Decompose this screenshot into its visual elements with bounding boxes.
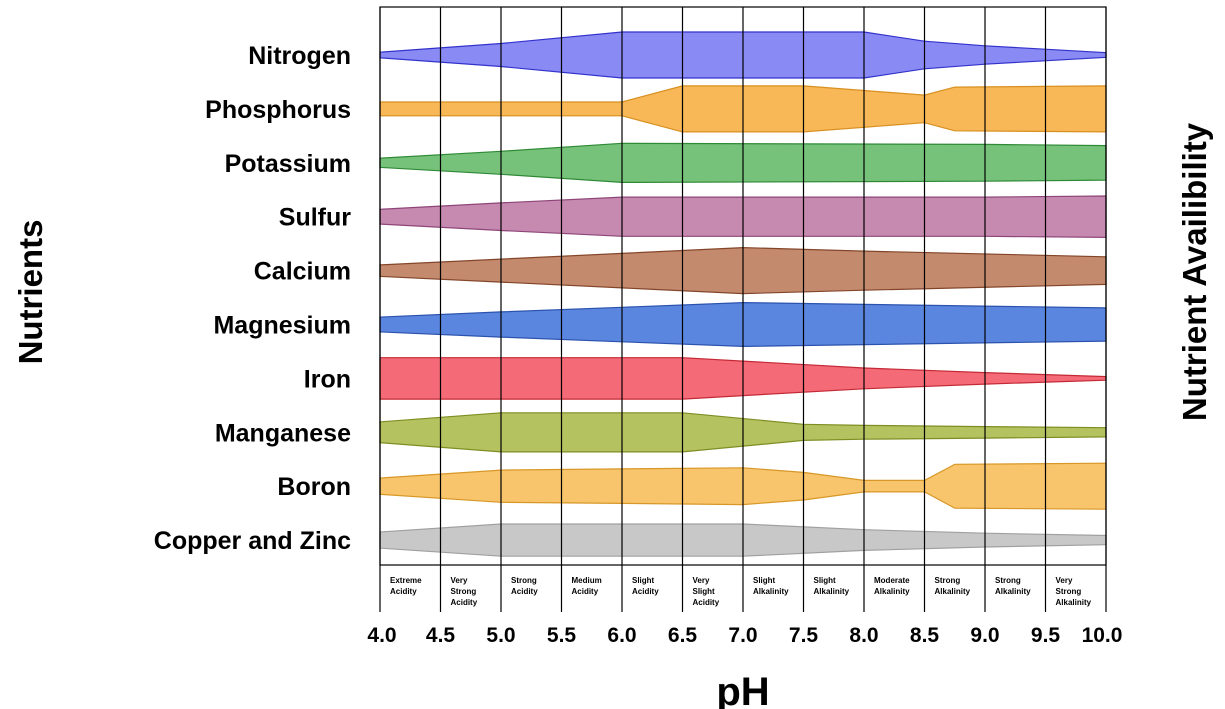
nutrient-label-layer: Nitrogen Phosphorus Potassium Sulfur Calcium…: [154, 42, 352, 555]
range-label-7: Slight Alkalinity: [814, 576, 850, 596]
range-label-5: Very Slight Acidity: [693, 576, 720, 607]
x-tick-label-5-0: 5.0: [486, 624, 515, 647]
nutrient-label-calcium: Calcium: [254, 258, 351, 286]
x-tick-label-4-0: 4.0: [367, 624, 396, 647]
x-axis-title: pH: [716, 670, 769, 709]
x-tick-label-4-5: 4.5: [426, 624, 456, 647]
y-axis-title-left: Nutrients: [12, 220, 49, 365]
x-tick-label-10-0: 10.0: [1082, 624, 1123, 647]
range-label-1: Very Strong Acidity: [451, 576, 478, 607]
range-label-9: Strong Alkalinity: [935, 576, 971, 596]
nutrient-label-sulfur: Sulfur: [279, 204, 351, 232]
x-tick-label-8-0: 8.0: [849, 624, 878, 647]
x-tick-label-9-0: 9.0: [970, 624, 999, 647]
range-label-4: Slight Acidity: [632, 576, 659, 596]
range-label-11: Very Strong Alkalinity: [1056, 576, 1092, 607]
nutrient-label-magnesium: Magnesium: [213, 312, 351, 340]
ph-range-label-layer: Extreme Acidity Very Strong Acidity Strong Aci…: [390, 576, 1092, 607]
x-tick-label-6-0: 6.0: [607, 624, 636, 647]
x-tick-label-8-5: 8.5: [910, 624, 940, 647]
x-tick-label-5-5: 5.5: [547, 624, 577, 647]
grid-layer: [379, 6, 1107, 612]
range-label-2: Strong Acidity: [511, 576, 538, 596]
nutrient-label-potassium: Potassium: [225, 150, 351, 178]
nutrient-label-phosphorus: Phosphorus: [205, 96, 351, 124]
range-label-0: Extreme Acidity: [390, 576, 422, 596]
x-tick-label-6-5: 6.5: [668, 624, 698, 647]
nutrient-label-iron: Iron: [304, 365, 351, 393]
y-axis-title-right: Nutrient Availibility: [1176, 122, 1213, 421]
x-tick-label-layer: 4.0 4.5 5.0 5.5 6.0 6.5 7.0 7.5 8.0 8.5 9.0 9.5 10.0: [367, 624, 1122, 647]
range-label-6: Slight Alkalinity: [753, 576, 789, 596]
nutrient-label-boron: Boron: [277, 473, 351, 501]
nutrient-label-manganese: Manganese: [215, 419, 351, 447]
nutrient-label-copper-and-zinc: Copper and Zinc: [154, 527, 351, 555]
x-tick-label-7-5: 7.5: [789, 624, 819, 647]
x-tick-label-7-0: 7.0: [728, 624, 757, 647]
nutrient-label-nitrogen: Nitrogen: [248, 42, 351, 70]
range-label-8: Moderate Alkalinity: [874, 576, 910, 596]
range-label-3: Medium Acidity: [572, 576, 602, 596]
range-label-10: Strong Alkalinity: [995, 576, 1031, 596]
x-tick-label-9-5: 9.5: [1031, 624, 1061, 647]
